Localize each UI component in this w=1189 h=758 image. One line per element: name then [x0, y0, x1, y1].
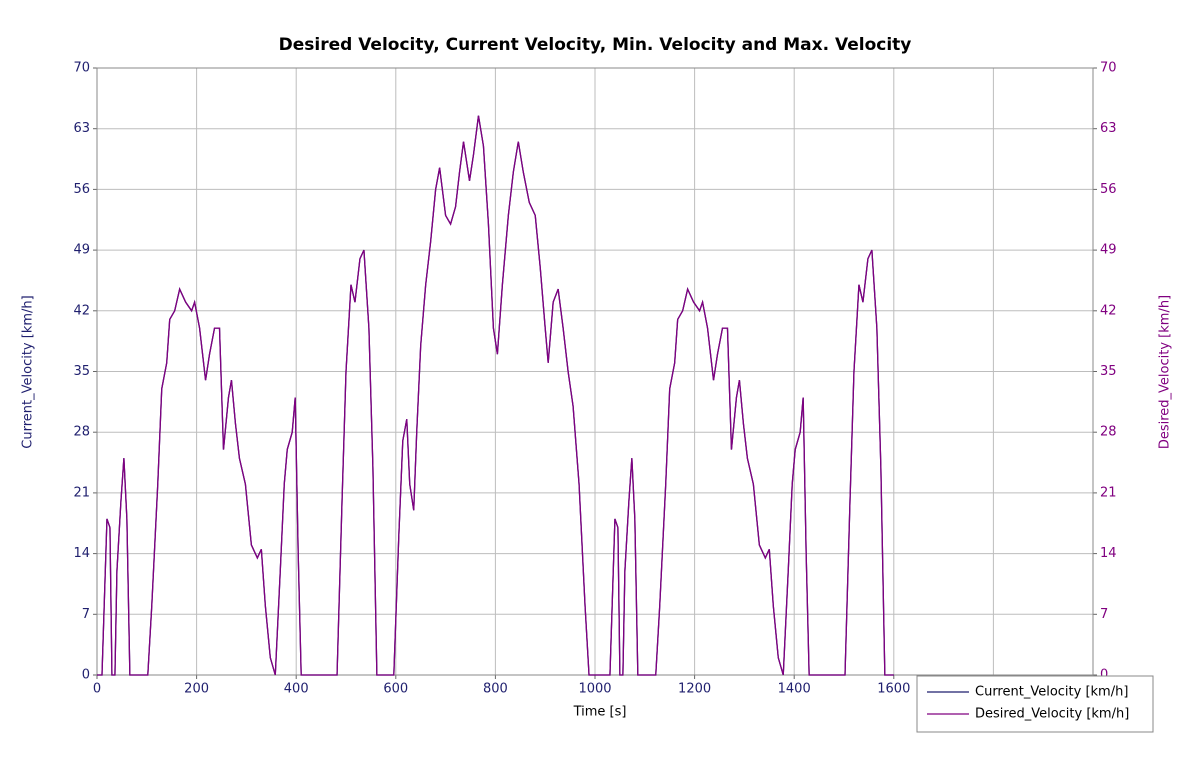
- legend-label: Current_Velocity [km/h]: [975, 685, 1128, 700]
- y-tick-label: 49: [73, 243, 90, 258]
- y2-tick-label: 28: [1100, 425, 1117, 440]
- x-tick-label: 1200: [678, 682, 711, 697]
- y2-tick-label: 42: [1100, 303, 1117, 318]
- y-tick-label: 42: [73, 303, 90, 318]
- x-tick-label: 1400: [778, 682, 811, 697]
- y-tick-label: 35: [73, 364, 90, 379]
- y2-tick-label: 14: [1100, 546, 1117, 561]
- y-tick-label: 7: [82, 607, 90, 622]
- legend-box: [916, 675, 1154, 733]
- y-tick-label: 14: [73, 546, 90, 561]
- y-tick-label: 28: [73, 425, 90, 440]
- x-tick-label: 1000: [578, 682, 611, 697]
- y-tick-label: 21: [73, 485, 90, 500]
- legend: Current_Velocity [km/h] Desired_Velocity …: [916, 675, 1154, 733]
- y-tick-label: 56: [73, 182, 90, 197]
- x-tick-label: 0: [93, 682, 101, 697]
- y2-tick-label: 0: [1100, 668, 1108, 683]
- y2-axis-label: Desired_Velocity [km/h]: [1158, 295, 1173, 449]
- y2-tick-label: 70: [1100, 61, 1117, 76]
- y-tick-label: 63: [73, 121, 90, 136]
- x-tick-label: 800: [483, 682, 508, 697]
- y-tick-label: 70: [73, 61, 90, 76]
- x-tick-label: 200: [184, 682, 209, 697]
- y-axis-label: Current_Velocity [km/h]: [21, 295, 36, 448]
- x-tick-label: 400: [284, 682, 309, 697]
- x-tick-label: 1600: [877, 682, 910, 697]
- y2-tick-label: 21: [1100, 485, 1117, 500]
- chart-title: Desired Velocity, Current Velocity, Min.…: [279, 35, 912, 55]
- y2-tick-label: 35: [1100, 364, 1117, 379]
- series-line: [97, 115, 894, 676]
- y2-tick-label: 63: [1100, 121, 1117, 136]
- y-tick-label: 0: [82, 668, 90, 683]
- x-tick-label: 600: [383, 682, 408, 697]
- y2-tick-label: 56: [1100, 182, 1117, 197]
- y2-tick-label: 49: [1100, 243, 1117, 258]
- x-axis-label: Time [s]: [573, 705, 627, 720]
- legend-label: Desired_Velocity [km/h]: [975, 707, 1129, 722]
- y2-tick-label: 7: [1100, 607, 1108, 622]
